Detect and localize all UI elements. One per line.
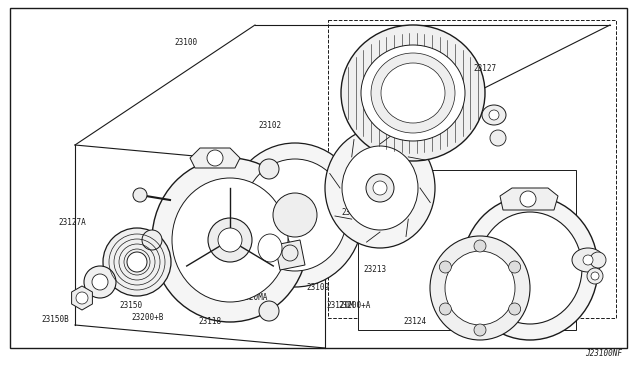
- Circle shape: [583, 255, 593, 265]
- Ellipse shape: [572, 248, 604, 272]
- Circle shape: [520, 191, 536, 207]
- Text: 23127: 23127: [474, 64, 497, 73]
- Text: 23200: 23200: [341, 208, 365, 217]
- Circle shape: [133, 188, 147, 202]
- Circle shape: [439, 261, 451, 273]
- Ellipse shape: [152, 158, 308, 322]
- Text: 23156: 23156: [525, 272, 548, 280]
- Circle shape: [218, 228, 242, 252]
- Polygon shape: [500, 188, 558, 210]
- Ellipse shape: [227, 143, 363, 287]
- Ellipse shape: [478, 212, 582, 324]
- Ellipse shape: [258, 234, 282, 262]
- Ellipse shape: [482, 105, 506, 125]
- Text: 23120M: 23120M: [326, 301, 354, 310]
- Ellipse shape: [490, 130, 506, 146]
- Text: 23213: 23213: [364, 266, 387, 275]
- Ellipse shape: [361, 45, 465, 141]
- Circle shape: [509, 261, 521, 273]
- Bar: [358, 170, 576, 330]
- Ellipse shape: [243, 159, 347, 271]
- Ellipse shape: [259, 159, 279, 179]
- Circle shape: [439, 303, 451, 315]
- Text: 23109: 23109: [307, 283, 330, 292]
- Ellipse shape: [92, 274, 108, 290]
- Circle shape: [474, 240, 486, 252]
- Circle shape: [127, 252, 147, 272]
- Ellipse shape: [84, 266, 116, 298]
- Bar: [328, 20, 616, 318]
- Text: 23150: 23150: [120, 301, 143, 311]
- Ellipse shape: [381, 63, 445, 123]
- Text: 23150B: 23150B: [41, 315, 69, 324]
- Ellipse shape: [142, 230, 162, 250]
- Text: 23120MA: 23120MA: [236, 294, 268, 302]
- Text: 23102: 23102: [259, 121, 282, 129]
- Ellipse shape: [371, 53, 455, 133]
- Text: 23200+A: 23200+A: [339, 301, 371, 310]
- Ellipse shape: [172, 178, 288, 302]
- Circle shape: [208, 218, 252, 262]
- Ellipse shape: [103, 228, 171, 296]
- Text: 23127A: 23127A: [58, 218, 86, 227]
- Circle shape: [273, 193, 317, 237]
- Ellipse shape: [445, 251, 515, 325]
- Circle shape: [373, 181, 387, 195]
- Ellipse shape: [282, 245, 298, 261]
- Text: 23100: 23100: [175, 38, 198, 46]
- Polygon shape: [72, 286, 92, 310]
- Circle shape: [587, 268, 603, 284]
- Ellipse shape: [259, 301, 279, 321]
- Text: J23100NF: J23100NF: [585, 349, 622, 358]
- Circle shape: [366, 174, 394, 202]
- Text: 23124: 23124: [403, 317, 427, 327]
- Ellipse shape: [341, 25, 485, 161]
- Circle shape: [474, 324, 486, 336]
- Ellipse shape: [590, 252, 606, 268]
- Ellipse shape: [430, 236, 530, 340]
- Circle shape: [76, 292, 88, 304]
- Ellipse shape: [462, 196, 598, 340]
- Text: 23118: 23118: [198, 317, 221, 327]
- Polygon shape: [275, 240, 305, 270]
- Circle shape: [207, 150, 223, 166]
- Ellipse shape: [325, 128, 435, 248]
- Text: 23200+B: 23200+B: [132, 314, 164, 323]
- Polygon shape: [190, 148, 240, 168]
- Ellipse shape: [250, 226, 290, 270]
- Circle shape: [509, 303, 521, 315]
- Circle shape: [489, 110, 499, 120]
- Circle shape: [591, 272, 599, 280]
- Ellipse shape: [342, 146, 418, 230]
